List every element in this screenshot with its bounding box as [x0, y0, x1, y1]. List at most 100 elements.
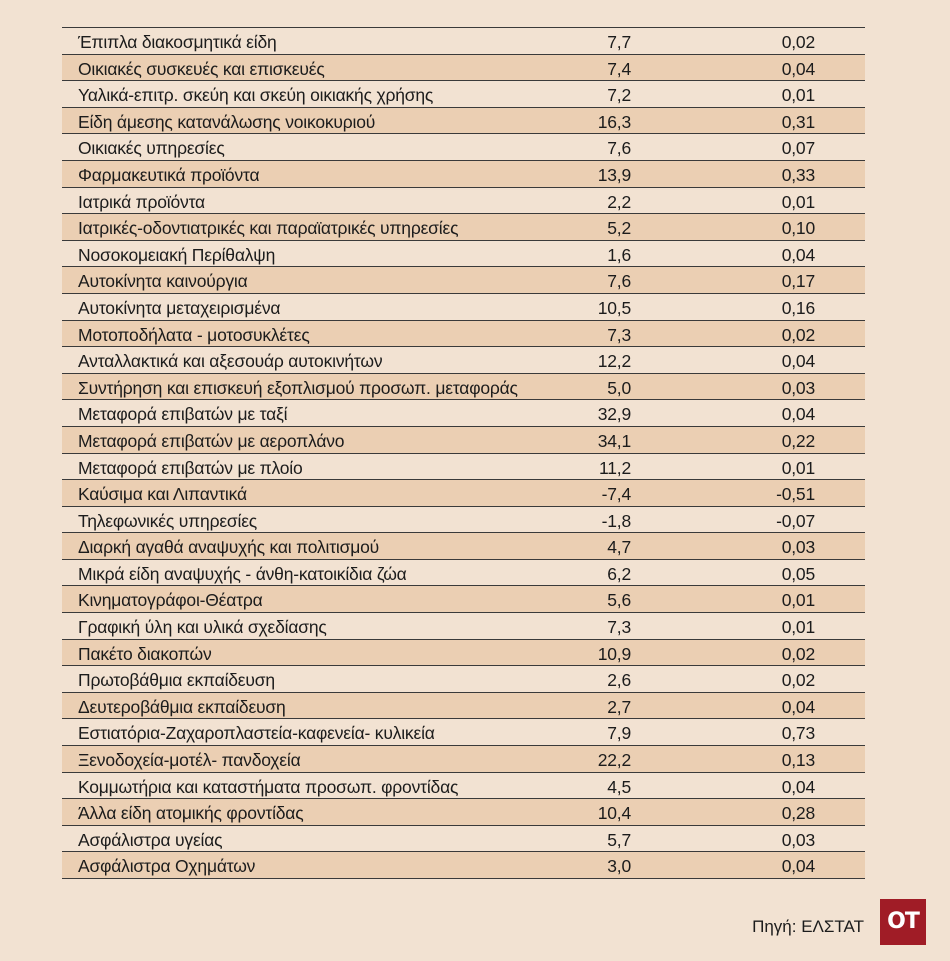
row-change-value: 5,2 [607, 218, 631, 239]
row-category: Εστιατόρια-Ζαχαροπλαστεία-καφενεία- κυλι… [78, 723, 435, 744]
row-category: Ανταλλακτικά και αξεσουάρ αυτοκινήτων [78, 351, 383, 372]
row-change-value: 5,6 [607, 590, 631, 611]
table-row: Γραφική ύλη και υλικά σχεδίασης 7,3 0,01 [62, 613, 865, 640]
row-contribution-value: 0,03 [781, 537, 815, 558]
table-row: Μεταφορά επιβατών με αεροπλάνο 34,1 0,22 [62, 426, 865, 454]
row-contribution-value: -0,51 [776, 484, 815, 505]
data-table: Έπιπλα διακοσμητικά είδη 7,7 0,02 Οικιακές … [62, 27, 865, 879]
row-contribution-value: 0,28 [781, 803, 815, 824]
row-category: Τηλεφωνικές υπηρεσίες [78, 510, 258, 531]
row-change-value: 32,9 [597, 404, 631, 425]
row-change-value: 7,6 [607, 138, 631, 159]
table-row: Ξενοδοχεία-μοτέλ- πανδοχεία 22,2 0,13 [62, 746, 865, 773]
table-row: Έπιπλα διακοσμητικά είδη 7,7 0,02 [62, 28, 865, 55]
row-change-value: 22,2 [597, 750, 631, 771]
table-row: Δευτεροβάθμια εκπαίδευση 2,7 0,04 [62, 692, 865, 720]
row-contribution-value: 0,04 [781, 244, 815, 265]
table-row: Αυτοκίνητα καινούργια 7,6 0,17 [62, 267, 865, 294]
row-contribution-value: 0,04 [781, 404, 815, 425]
row-change-value: -7,4 [601, 484, 632, 505]
table-row: Άλλα είδη ατομικής φροντίδας 10,4 0,28 [62, 799, 865, 826]
row-contribution-value: 0,02 [781, 324, 815, 345]
row-category: Πρωτοβάθμια εκπαίδευση [78, 670, 275, 691]
row-change-value: 3,0 [607, 856, 631, 877]
table-row: Φαρμακευτικά προϊόντα 13,9 0,33 [62, 160, 865, 188]
row-contribution-value: 0,02 [781, 643, 815, 664]
row-contribution-value: 0,01 [781, 457, 815, 478]
row-change-value: 13,9 [597, 164, 631, 185]
row-category: Γραφική ύλη και υλικά σχεδίασης [78, 617, 327, 638]
table-row: Μοτοποδήλατα - μοτοσυκλέτες 7,3 0,02 [62, 320, 865, 348]
row-change-value: 10,5 [597, 297, 631, 318]
source-caption: Πηγή: ΕΛΣΤΑΤ [752, 917, 864, 936]
table-row: Αυτοκίνητα μεταχειρισμένα 10,5 0,16 [62, 293, 865, 321]
table-row: Είδη άμεσης κατανάλωσης νοικοκυριού 16,3 0… [62, 107, 865, 135]
table-row: Κινηματογράφοι-Θέατρα 5,6 0,01 [62, 586, 865, 614]
row-change-value: 7,4 [607, 58, 631, 79]
row-category: Άλλα είδη ατομικής φροντίδας [78, 803, 304, 824]
row-change-value: 7,7 [607, 32, 631, 52]
row-change-value: 34,1 [597, 430, 631, 451]
table-row: Πακέτο διακοπών 10,9 0,02 [62, 639, 865, 667]
row-contribution-value: 0,33 [781, 164, 815, 185]
row-change-value: 7,3 [607, 617, 631, 638]
table-row: Οικιακές υπηρεσίες 7,6 0,07 [62, 134, 865, 161]
row-category: Διαρκή αγαθά αναψυχής και πολιτισμού [78, 537, 379, 558]
row-change-value: 2,2 [607, 191, 631, 212]
table-row: Μεταφορά επιβατών με ταξί 32,9 0,04 [62, 400, 865, 427]
row-category: Φαρμακευτικά προϊόντα [78, 164, 260, 185]
row-contribution-value: 0,01 [781, 590, 815, 611]
row-category: Έπιπλα διακοσμητικά είδη [78, 32, 277, 52]
table-row: Ασφάλιστρα υγείας 5,7 0,03 [62, 825, 865, 853]
row-contribution-value: 0,07 [781, 138, 815, 159]
row-change-value: 12,2 [597, 351, 631, 372]
table-row: Μεταφορά επιβατών με πλοίο 11,2 0,01 [62, 453, 865, 481]
row-change-value: 2,6 [607, 670, 631, 691]
row-change-value: 7,9 [607, 723, 631, 744]
row-contribution-value: 0,01 [781, 617, 815, 638]
row-change-value: 4,5 [607, 776, 631, 797]
row-contribution-value: -0,07 [776, 510, 815, 531]
row-change-value: 7,6 [607, 271, 631, 292]
row-category: Νοσοκομειακή Περίθαλψη [78, 244, 276, 265]
table-row: Οικιακές συσκευές και επισκευές 7,4 0,04 [62, 54, 865, 82]
row-change-value: -1,8 [601, 510, 632, 531]
row-contribution-value: 0,04 [781, 351, 815, 372]
row-change-value: 16,3 [597, 111, 631, 132]
row-contribution-value: 0,02 [781, 670, 815, 691]
row-category: Οικιακές υπηρεσίες [78, 138, 225, 159]
table-row: Διαρκή αγαθά αναψυχής και πολιτισμού 4,7 0… [62, 533, 865, 560]
row-change-value: 10,4 [597, 803, 631, 824]
row-category: Μεταφορά επιβατών με αεροπλάνο [78, 430, 345, 451]
row-change-value: 5,7 [607, 829, 631, 850]
row-category: Ασφάλιστρα υγείας [78, 829, 223, 850]
row-category: Καύσιμα και Λιπαντικά [78, 484, 247, 505]
row-contribution-value: 0,22 [781, 430, 815, 451]
row-contribution-value: 0,04 [781, 58, 815, 79]
row-category: Ξενοδοχεία-μοτέλ- πανδοχεία [78, 750, 301, 771]
table-row: Τηλεφωνικές υπηρεσίες -1,8 -0,07 [62, 506, 865, 534]
row-category: Μοτοποδήλατα - μοτοσυκλέτες [78, 324, 310, 345]
row-category: Ιατρικές-οδοντιατρικές και παραϊατρικές … [78, 218, 459, 239]
row-change-value: 6,2 [607, 563, 631, 584]
table-row: Συντήρηση και επισκευή εξοπλισμού προσωπ… [62, 373, 865, 401]
row-contribution-value: 0,03 [781, 829, 815, 850]
ot-logo: OT [880, 899, 926, 945]
row-change-value: 10,9 [597, 643, 631, 664]
row-contribution-value: 0,17 [781, 271, 815, 292]
table-row: Ανταλλακτικά και αξεσουάρ αυτοκινήτων 12,… [62, 347, 865, 374]
row-category: Είδη άμεσης κατανάλωσης νοικοκυριού [78, 111, 376, 132]
table-row: Εστιατόρια-Ζαχαροπλαστεία-καφενεία- κυλι… [62, 719, 865, 747]
row-contribution-value: 0,04 [781, 856, 815, 877]
row-contribution-value: 0,03 [781, 377, 815, 398]
table-row: Καύσιμα και Λιπαντικά -7,4 -0,51 [62, 480, 865, 507]
table-row: Υαλικά-επιτρ. σκεύη και σκεύη οικιακής χ… [62, 81, 865, 108]
table-row: Ιατρικά προϊόντα 2,2 0,01 [62, 187, 865, 215]
row-category: Κινηματογράφοι-Θέατρα [78, 590, 263, 611]
row-category: Δευτεροβάθμια εκπαίδευση [78, 696, 286, 717]
row-category: Πακέτο διακοπών [78, 643, 212, 664]
row-category: Συντήρηση και επισκευή εξοπλισμού προσωπ… [78, 377, 518, 398]
row-change-value: 4,7 [607, 537, 631, 558]
row-category: Μεταφορά επιβατών με πλοίο [78, 457, 303, 478]
row-contribution-value: 0,04 [781, 696, 815, 717]
